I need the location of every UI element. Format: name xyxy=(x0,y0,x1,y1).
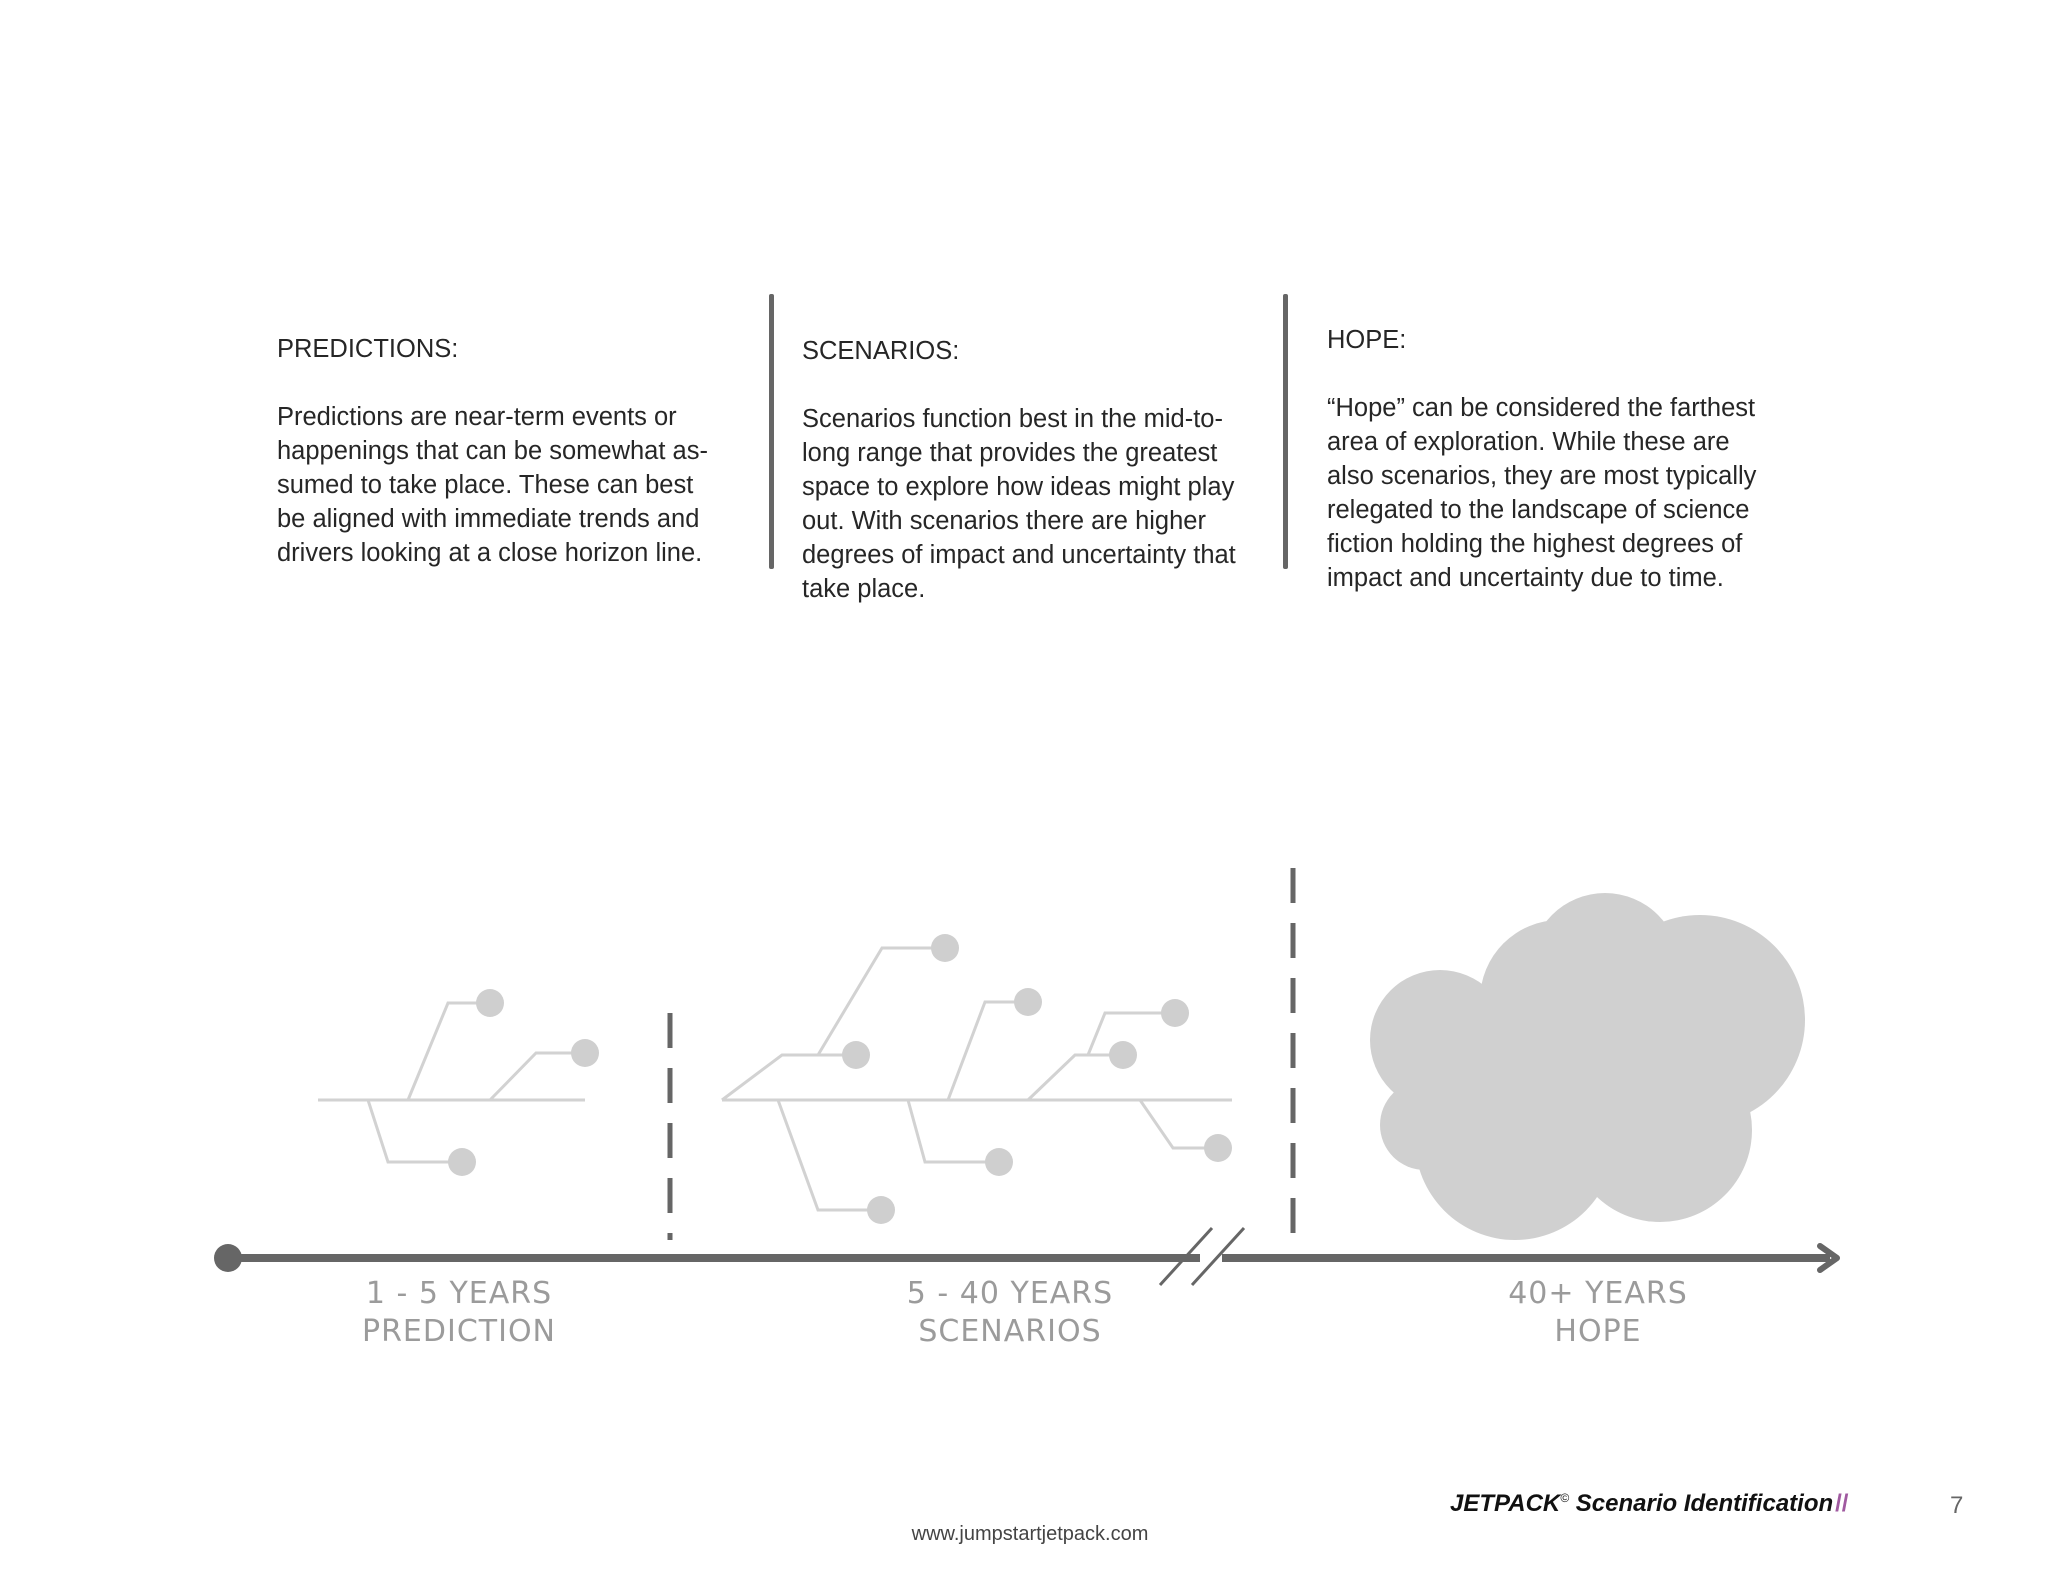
timeline-axis xyxy=(214,1226,1840,1287)
timeline-segment-name: HOPE xyxy=(1554,1314,1642,1349)
axis-break-mark xyxy=(1158,1226,1214,1287)
timeline-range: 40+ YEARS xyxy=(1508,1276,1688,1311)
node xyxy=(931,934,959,962)
brand-name: JETPACK xyxy=(1450,1490,1561,1517)
prediction-nodes xyxy=(448,989,599,1176)
node xyxy=(867,1196,895,1224)
node xyxy=(1109,1041,1137,1069)
scenarios-text: Scenarios function best in the mid-to- l… xyxy=(802,405,1236,603)
node xyxy=(1161,999,1189,1027)
column-divider xyxy=(769,294,774,569)
page-number: 7 xyxy=(1950,1492,1964,1519)
brand-slashes: // xyxy=(1835,1490,1849,1517)
document-title: Scenario Identification xyxy=(1569,1490,1834,1517)
prediction-branches xyxy=(318,1001,585,1164)
footer-document-title: JETPACK© Scenario Identification// xyxy=(1450,1490,1848,1518)
column-divider xyxy=(1283,294,1288,569)
hope-column: HOPE: “Hope” can be considered the farth… xyxy=(1327,289,1797,629)
predictions-heading: PREDICTIONS: xyxy=(277,335,459,363)
node xyxy=(985,1148,1013,1176)
axis-break-mark xyxy=(1190,1226,1246,1287)
copyright-mark: © xyxy=(1560,1491,1570,1505)
node xyxy=(1014,988,1042,1016)
timeline-arrowhead xyxy=(1817,1243,1840,1273)
timeline-label-prediction: 1 - 5 YEARS PREDICTION xyxy=(279,1275,639,1351)
node xyxy=(842,1041,870,1069)
timeline-range: 1 - 5 YEARS xyxy=(365,1276,553,1311)
hope-cloud xyxy=(1370,893,1805,1240)
scenarios-heading: SCENARIOS: xyxy=(802,337,960,365)
timeline-label-hope: 40+ YEARS HOPE xyxy=(1418,1275,1778,1351)
scenarios-column: SCENARIOS: Scenarios function best in th… xyxy=(802,300,1272,640)
hope-text: “Hope” can be considered the farthest ar… xyxy=(1327,394,1757,592)
scenario-nodes xyxy=(842,934,1232,1224)
scenario-branches xyxy=(721,946,1232,1212)
hope-heading: HOPE: xyxy=(1327,326,1407,354)
predictions-column: PREDICTIONS: Predictions are near-term e… xyxy=(277,298,737,604)
node xyxy=(448,1148,476,1176)
website-url: www.jumpstartjetpack.com xyxy=(911,1523,1149,1545)
node xyxy=(1204,1134,1232,1162)
predictions-text: Predictions are near-term events or happ… xyxy=(277,403,708,567)
timeline-segment-name: PREDICTION xyxy=(361,1314,556,1349)
node xyxy=(476,989,504,1017)
timeline-range: 5 - 40 YEARS xyxy=(906,1276,1114,1311)
timeline-segment-name: SCENARIOS xyxy=(918,1314,1102,1349)
timeline-label-scenarios: 5 - 40 YEARS SCENARIOS xyxy=(830,1275,1190,1351)
timeline-start-dot xyxy=(214,1244,242,1272)
node xyxy=(571,1039,599,1067)
